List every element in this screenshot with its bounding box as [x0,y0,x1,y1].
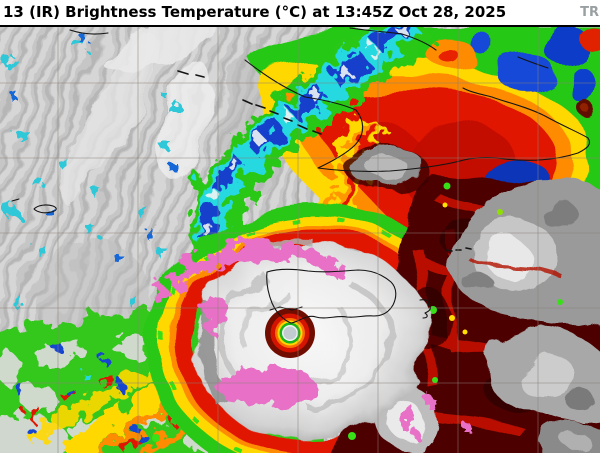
west-coast-fragment [69,29,109,35]
cuba-coastline [244,59,591,172]
cayman-island [33,204,57,214]
ir-scene [0,27,600,453]
title-bar: 13 (IR) Brightness Temperature (°C) at 1… [0,0,600,27]
cuba-north-coast [349,27,437,51]
satellite-map[interactable] [0,27,600,453]
coastlines [11,27,591,324]
corner-label: TR [580,5,599,20]
cirrus-specks [4,34,179,336]
islets [446,247,472,252]
jamaica-coastline [266,268,397,324]
cays [177,70,322,135]
coldest-tops-magenta [151,240,468,438]
haiti-coast-fragment [419,299,432,319]
hurricane-eye [265,308,315,358]
coast-fragment [517,56,549,69]
small-island-dash [11,198,20,202]
coast-over-eyewall [269,306,303,311]
product-title: 13 (IR) Brightness Temperature (°C) at 1… [3,3,507,21]
graticule [0,27,600,453]
